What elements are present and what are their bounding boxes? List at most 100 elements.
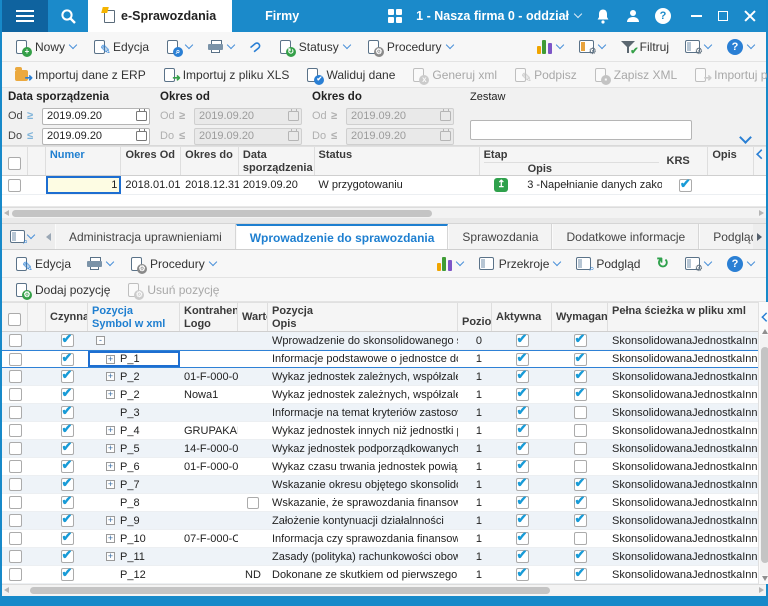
grid1-panel-toggle[interactable] xyxy=(754,147,766,175)
cell-wartosc[interactable] xyxy=(238,351,268,367)
cell-wartosc[interactable] xyxy=(238,548,268,565)
row-checkbox[interactable] xyxy=(8,178,22,192)
expander-icon[interactable]: + xyxy=(106,551,115,561)
edit-button[interactable]: ✎ Edycja xyxy=(86,37,155,57)
wymagana-checkbox[interactable] xyxy=(573,494,587,509)
date-from-input[interactable]: 2019.09.20 xyxy=(194,107,302,125)
grid1-hscrollbar[interactable] xyxy=(2,207,766,218)
cell-xml-path[interactable]: SkonsolidowanaJednostkaInn xyxy=(612,514,758,527)
czynna-checkbox[interactable] xyxy=(60,386,74,401)
expander-icon[interactable]: + xyxy=(106,461,115,471)
grid1-col-numer[interactable]: Numer xyxy=(46,147,122,175)
czynna-checkbox[interactable] xyxy=(60,332,74,347)
row-select-checkbox[interactable] xyxy=(8,550,22,563)
czynna-checkbox[interactable] xyxy=(60,566,74,581)
cell-opis[interactable]: Zasady (polityka) rachunkowości obowiązu… xyxy=(272,550,458,563)
aktywna-checkbox[interactable] xyxy=(515,530,529,545)
cell-poziom[interactable]: 1 xyxy=(475,496,482,509)
cell-kontrahent[interactable] xyxy=(180,494,238,511)
row-select-checkbox[interactable] xyxy=(8,352,22,366)
grid1-row[interactable]: 1 2018.01.01 2018.12.31 2019.09.20 W prz… xyxy=(2,176,766,195)
wymagana-checkbox[interactable] xyxy=(573,368,587,383)
podglad-button[interactable]: ⌕ Podgląd xyxy=(570,255,646,273)
table-row[interactable]: + P_10 07-F-000-C Informacja czy sprawoz… xyxy=(2,530,758,548)
aktywna-checkbox[interactable] xyxy=(515,351,529,366)
cell-poziom[interactable]: 1 xyxy=(475,514,482,527)
czynna-checkbox[interactable] xyxy=(60,494,74,509)
cell-symbol[interactable]: + P_4 xyxy=(88,422,180,439)
grid-search-icon[interactable]: ⌕ xyxy=(10,230,28,246)
grid1-col-opis[interactable]: Opis xyxy=(708,147,755,175)
table-row[interactable]: + P_9 Założenie kontynuacji działalnnośc… xyxy=(2,512,758,530)
cell-symbol[interactable]: P_8 xyxy=(88,494,180,511)
cell-kontrahent[interactable]: 01-F-000-0 xyxy=(184,460,238,473)
grid1-col-etap[interactable]: Etap Opis xyxy=(480,147,663,175)
cell-xml-path[interactable]: SkonsolidowanaJednostkaInn xyxy=(612,406,758,419)
cell-opis[interactable]: Wprowadzenie do skonsolidowanego spraw xyxy=(272,334,458,347)
expander-icon[interactable]: - xyxy=(96,336,105,345)
new-button[interactable]: + Nowy xyxy=(8,37,82,57)
calendar-icon[interactable] xyxy=(288,129,299,141)
company-selector[interactable]: 1 - Nasza firma 0 - oddział xyxy=(416,9,583,23)
aktywna-checkbox[interactable] xyxy=(515,548,529,563)
wymagana-checkbox[interactable] xyxy=(573,460,587,473)
detail-chart-button[interactable] xyxy=(431,254,469,273)
cell-poziom[interactable]: 1 xyxy=(475,353,482,365)
cell-wartosc[interactable] xyxy=(238,494,268,511)
cell-xml-path[interactable]: SkonsolidowanaJednostkaInn xyxy=(612,353,758,365)
cell-wartosc[interactable] xyxy=(238,440,268,457)
cell-okres-od[interactable]: 2018.01.01 xyxy=(125,179,181,191)
detail-procedures-button[interactable]: ⚙ Procedury xyxy=(123,254,222,274)
czynna-checkbox[interactable] xyxy=(60,422,74,437)
table-row[interactable]: + P_5 14-F-000-0 Wykaz jednostek podporz… xyxy=(2,440,758,458)
cell-symbol[interactable]: + P_9 xyxy=(88,512,180,529)
cell-wartosc[interactable] xyxy=(238,422,268,439)
wymagana-checkbox[interactable] xyxy=(573,351,587,366)
cell-xml-path[interactable]: SkonsolidowanaJednostkaInn xyxy=(612,424,758,437)
cell-poziom[interactable]: 1 xyxy=(475,406,482,419)
cell-poziom[interactable]: 1 xyxy=(475,442,482,455)
add-position-button[interactable]: ⚙ Dodaj pozycję xyxy=(8,280,116,300)
row-select-checkbox[interactable] xyxy=(8,496,22,509)
czynna-checkbox[interactable] xyxy=(60,458,74,473)
cell-symbol[interactable]: + P_7 xyxy=(88,476,180,493)
cell-symbol[interactable]: P_3 xyxy=(88,404,180,421)
cell-kontrahent[interactable]: 07-F-000-C xyxy=(184,532,238,545)
grid2-select-all[interactable] xyxy=(2,303,28,331)
table-row[interactable]: P_3 Informacje na temat kryteriów zastos… xyxy=(2,404,758,422)
aktywna-checkbox[interactable] xyxy=(515,332,529,347)
cell-poziom[interactable]: 1 xyxy=(475,478,482,491)
wymagana-checkbox[interactable] xyxy=(573,332,587,347)
grid2-col-sciezka[interactable]: Pełna ścieżka w pliku xml xyxy=(612,305,746,317)
scroll-left-arrow[interactable] xyxy=(4,587,9,593)
calendar-icon[interactable] xyxy=(288,109,299,121)
grid2-hscrollbar[interactable] xyxy=(2,584,766,596)
close-button[interactable] xyxy=(744,10,756,22)
cell-kontrahent[interactable]: Nowa1 xyxy=(184,388,219,401)
help-button[interactable]: ? xyxy=(721,37,760,57)
czynna-checkbox[interactable] xyxy=(60,351,74,366)
scroll-thumb[interactable] xyxy=(30,586,550,594)
cell-xml-path[interactable]: SkonsolidowanaJednostkaInn xyxy=(612,532,758,545)
wymagana-checkbox[interactable] xyxy=(573,442,587,455)
cell-symbol[interactable]: + P_5 xyxy=(88,440,180,457)
cell-kontrahent[interactable] xyxy=(180,548,238,565)
select-all-checkbox[interactable] xyxy=(7,156,21,170)
cell-poziom[interactable]: 1 xyxy=(475,532,482,545)
grid1-col-data[interactable]: Data sporządzenia xyxy=(239,147,315,175)
czynna-checkbox[interactable] xyxy=(60,512,74,527)
cell-wartosc[interactable] xyxy=(238,332,268,349)
expander-icon[interactable]: + xyxy=(106,515,115,525)
refresh-button[interactable]: ↻ xyxy=(650,254,675,273)
scroll-down-arrow[interactable] xyxy=(761,576,768,581)
cell-opis[interactable]: Wykaz jednostek podporządkowanych wyłą xyxy=(272,442,458,455)
cell-data-sporzadzenia[interactable]: 2019.09.20 xyxy=(242,179,298,191)
row-select-checkbox[interactable] xyxy=(8,334,22,347)
czynna-checkbox[interactable] xyxy=(60,404,74,419)
wartosc-checkbox[interactable] xyxy=(247,496,259,509)
wymagana-checkbox[interactable] xyxy=(573,512,587,527)
apps-grid-icon[interactable] xyxy=(388,9,403,23)
czynna-checkbox[interactable] xyxy=(60,440,74,455)
cell-symbol[interactable]: + P_10 xyxy=(88,530,180,547)
grid2-col-aktywna[interactable]: Aktywna xyxy=(492,303,552,331)
